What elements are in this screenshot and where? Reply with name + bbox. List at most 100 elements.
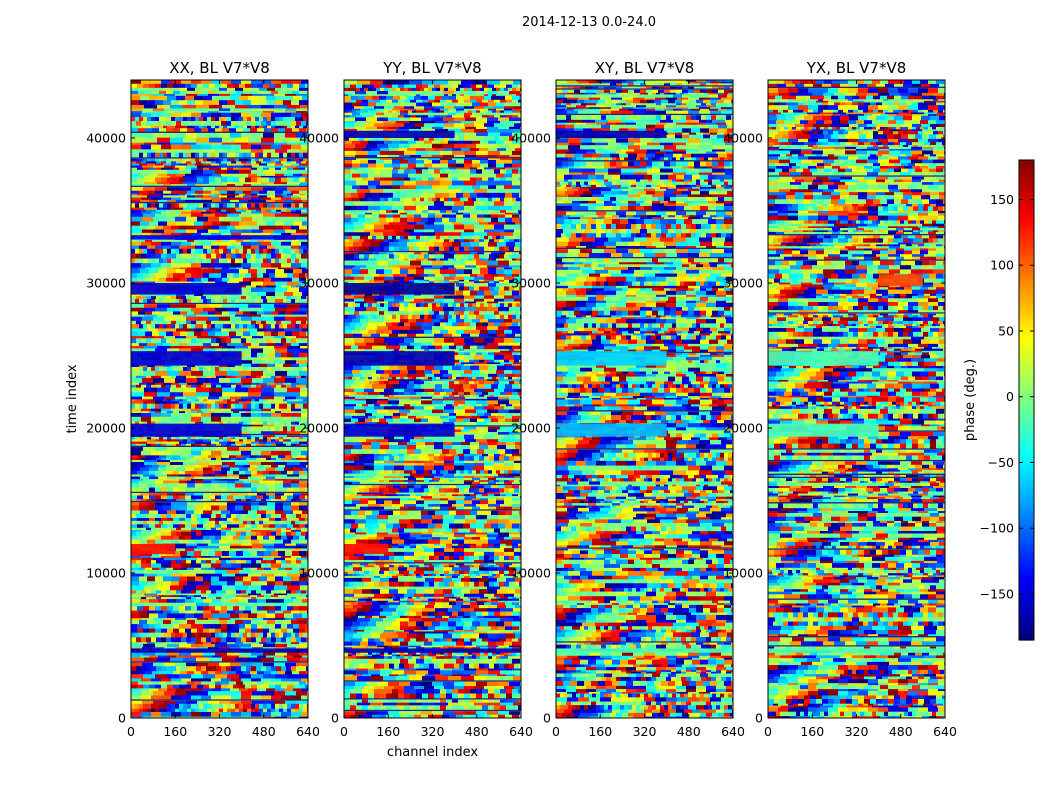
colorbar-segment: [1019, 372, 1034, 377]
heatmap-band-5: [344, 544, 389, 555]
colorbar-segment: [1019, 256, 1034, 261]
colorbar-segment: [1019, 412, 1034, 417]
colorbar-segment: [1019, 444, 1034, 449]
colorbar-segment: [1019, 448, 1034, 453]
colorbar-segment: [1019, 572, 1034, 577]
colorbar-segment: [1019, 252, 1034, 257]
colorbar-segment: [1019, 232, 1034, 237]
y-tick-label: 40000: [299, 131, 339, 146]
colorbar-segment: [1019, 524, 1034, 529]
colorbar-segment: [1019, 512, 1034, 517]
colorbar-segment: [1019, 516, 1034, 521]
colorbar-segment: [1019, 400, 1034, 405]
colorbar-segment: [1019, 560, 1034, 565]
colorbar-segment: [1019, 344, 1034, 349]
colorbar-segment: [1019, 476, 1034, 481]
colorbar-segment: [1019, 484, 1034, 489]
colorbar-frame: [1018, 159, 1035, 641]
colorbar-segment: [1019, 452, 1034, 457]
x-tick-label: 480: [465, 724, 489, 739]
heatmap-band-0: [344, 351, 455, 366]
y-tick-label: 20000: [299, 421, 339, 436]
x-tick-label: 480: [889, 724, 913, 739]
y-tick-label: 30000: [299, 276, 339, 291]
y-tick-label: 10000: [86, 566, 126, 581]
colorbar-segment: [1019, 272, 1034, 277]
colorbar-segment: [1019, 532, 1034, 537]
x-tick-label: 0: [127, 724, 135, 739]
colorbar-segment: [1019, 520, 1034, 525]
colorbar-segment: [1019, 432, 1034, 437]
colorbar-segment: [1019, 636, 1034, 641]
colorbar-segment: [1019, 492, 1034, 497]
colorbar-segment: [1019, 292, 1034, 297]
colorbar-segment: [1019, 580, 1034, 585]
panel-1: YY, BL V7*V8 0 160 320 480 640 0 10000 20000 3000…: [299, 59, 533, 760]
panel-0: XX, BL V7*V8 0 160 320 480 640 0 10000 20000 3000…: [65, 59, 320, 739]
heatmap-band-4: [131, 544, 176, 555]
colorbar-segment: [1019, 312, 1034, 317]
colorbar-segment: [1019, 180, 1034, 185]
colorbar-segment: [1019, 508, 1034, 513]
colorbar-segment: [1019, 428, 1034, 433]
colorbar-segment: [1019, 284, 1034, 289]
colorbar-segment: [1019, 316, 1034, 321]
x-tick-label: 0: [764, 724, 772, 739]
panel-3: YX, BL V7*V8 0 160 320 480 640 0 10000 20000 3000…: [723, 59, 957, 739]
x-tick-label: 320: [208, 724, 232, 739]
colorbar-segment: [1019, 356, 1034, 361]
colorbar-segment: [1019, 324, 1034, 329]
x-tick-label: 160: [163, 724, 187, 739]
x-tick-label: 320: [633, 724, 657, 739]
y-tick-label: 20000: [511, 421, 551, 436]
colorbar-segment: [1019, 188, 1034, 193]
colorbar-segment: [1019, 336, 1034, 341]
heatmap-band-2: [131, 423, 242, 437]
colorbar-segment: [1019, 296, 1034, 301]
x-tick-label: 160: [588, 724, 612, 739]
colorbar-segment: [1019, 300, 1034, 305]
colorbar-segment: [1019, 628, 1034, 633]
heatmap-band-2: [556, 423, 667, 437]
colorbar-segment: [1019, 540, 1034, 545]
colorbar-segment: [1019, 376, 1034, 381]
colorbar-segment: [1019, 168, 1034, 173]
heatmap-image: [556, 80, 733, 718]
colorbar-segment: [1019, 496, 1034, 501]
colorbar-segment: [1019, 588, 1034, 593]
heatmap-band-3: [344, 648, 521, 653]
colorbar-segment: [1019, 176, 1034, 181]
colorbar-segment: [1019, 544, 1034, 549]
colorbar-tick-label: −150: [980, 586, 1014, 601]
y-tick-label: 10000: [511, 566, 551, 581]
x-tick-label: 0: [340, 724, 348, 739]
colorbar-segment: [1019, 248, 1034, 253]
colorbar-segment: [1019, 384, 1034, 389]
heatmap-band-2: [344, 423, 455, 437]
y-axis-label: time index: [65, 364, 80, 433]
colorbar-segment: [1019, 396, 1034, 401]
y-tick-label: 10000: [723, 566, 763, 581]
colorbar: −150 −100 −50 0 50 100 150 phase (deg.): [963, 159, 1035, 641]
panel-2: XY, BL V7*V8 0 160 320 480 640 0 10000 20000 3000…: [511, 59, 745, 739]
colorbar-tick-label: −100: [980, 521, 1014, 536]
heatmap-band-5: [131, 235, 308, 240]
colorbar-segment: [1019, 424, 1034, 429]
y-tick-label: 30000: [511, 276, 551, 291]
colorbar-segment: [1019, 368, 1034, 373]
colorbar-segment: [1019, 280, 1034, 285]
colorbar-segment: [1019, 500, 1034, 505]
colorbar-segment: [1019, 204, 1034, 209]
colorbar-tick-label: −50: [988, 455, 1014, 470]
colorbar-tick-label: 100: [990, 258, 1014, 273]
colorbar-segment: [1019, 200, 1034, 205]
colorbar-segment: [1019, 504, 1034, 509]
figure-suptitle: 2014-12-13 0.0-24.0: [522, 15, 656, 30]
heatmap-band-0: [556, 130, 667, 138]
colorbar-tick-label: 50: [998, 323, 1014, 338]
heatmap-band-2: [768, 648, 945, 653]
colorbar-segment: [1019, 328, 1034, 333]
y-tick-label: 30000: [86, 276, 126, 291]
x-tick-label: 640: [933, 724, 957, 739]
y-tick-label: 10000: [299, 566, 339, 581]
